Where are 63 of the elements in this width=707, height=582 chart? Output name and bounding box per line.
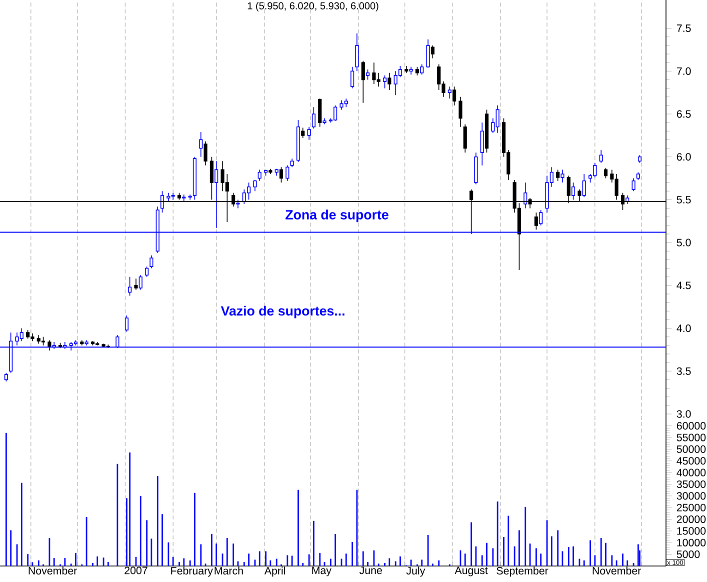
candlestick — [463, 124, 467, 153]
y-tick-label: 35000 — [676, 480, 706, 488]
x-tick-label: 2007 — [124, 566, 148, 574]
candlestick — [409, 66, 413, 75]
candlestick — [236, 199, 240, 209]
x-tick-label: November — [28, 566, 77, 575]
x-tick-label: November — [592, 566, 641, 575]
candlestick — [301, 127, 305, 138]
y-tick-label: 3.0 — [676, 410, 691, 418]
y-tick-label: 20000 — [676, 515, 706, 524]
candlestick — [404, 66, 408, 74]
y-tick-label: 4.5 — [676, 282, 691, 290]
candlestick — [524, 182, 528, 209]
x-tick-label: March — [214, 566, 243, 575]
candlestick — [286, 165, 290, 182]
candlestick — [188, 194, 192, 200]
y-tick-label: 45000 — [676, 457, 706, 465]
y-tick-label: 5000 — [676, 550, 700, 558]
candlestick — [150, 255, 154, 269]
y-tick-label: 3.5 — [676, 367, 691, 375]
y-tick-label: 4.0 — [676, 324, 691, 332]
x-tick-label: June — [359, 566, 382, 574]
candlestick — [355, 33, 359, 72]
annotation: Vazio de suportes... — [220, 306, 344, 318]
candlestick — [560, 169, 564, 183]
candlestick — [388, 72, 392, 90]
x-tick-label: September — [496, 566, 548, 577]
y-tick-label: 30000 — [676, 492, 706, 500]
y-tick-label: 50000 — [676, 445, 706, 453]
candlestick — [480, 122, 484, 166]
x-tick-label: July — [406, 566, 426, 577]
candlestick — [80, 340, 84, 346]
candlestick — [361, 60, 365, 104]
y-tick-label: 6.0 — [676, 153, 691, 161]
chart-title: 1 (5.950, 6.020, 5.930, 6.000) — [248, 2, 378, 12]
x-tick-label: April — [264, 566, 286, 577]
x-tick-label: August — [454, 566, 488, 576]
y-tick-label: 15000 — [677, 527, 706, 535]
y-tick-label: 55000 — [676, 434, 706, 442]
annotation: Zona de suporte — [286, 210, 388, 222]
candlestick — [458, 96, 462, 128]
y-tick-label: 40000 — [676, 468, 706, 476]
candlestick — [253, 180, 257, 192]
y-tick-label: 5.5 — [676, 196, 691, 204]
y-tick-label: 60000 — [676, 422, 706, 430]
candlestick — [599, 150, 603, 164]
x-tick-label: May — [312, 566, 332, 576]
candlestick — [474, 152, 478, 185]
y-tick-label: 7.5 — [676, 24, 691, 32]
y-tick-label: 6.5 — [676, 110, 691, 118]
x-tick-label: February — [171, 566, 213, 577]
candlestick — [204, 141, 208, 166]
y-tick-label: 25000 — [676, 504, 706, 512]
candlestick — [322, 118, 326, 125]
candlestick — [258, 169, 262, 182]
y-tick-label: 7.0 — [676, 67, 691, 75]
y-tick-label: 10000 — [677, 538, 706, 546]
candlestick — [307, 126, 311, 140]
y-tick-label: 5.0 — [676, 238, 691, 246]
candlestick — [182, 194, 186, 202]
candlestick — [199, 132, 203, 158]
candlestick — [318, 98, 322, 128]
candlestick — [268, 168, 272, 174]
